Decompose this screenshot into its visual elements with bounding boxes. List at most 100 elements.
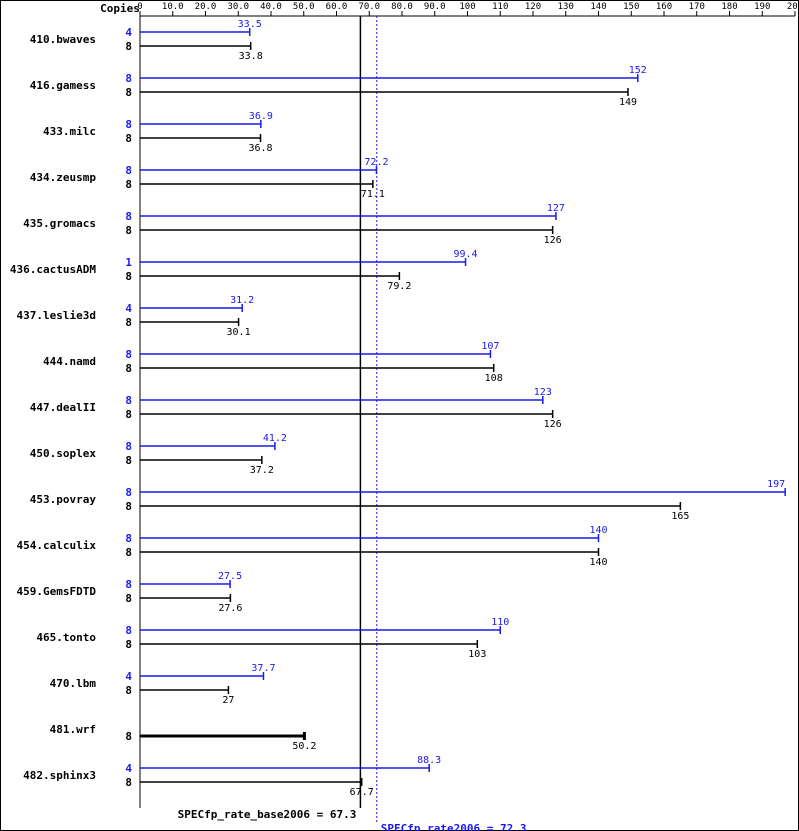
base-copies: 8	[125, 454, 132, 467]
peak-copies: 8	[125, 348, 132, 361]
peak-copies: 4	[125, 670, 132, 683]
base-copies: 8	[125, 592, 132, 605]
benchmark-name: 450.soplex	[30, 447, 97, 460]
base-copies: 8	[125, 362, 132, 375]
base-value: 140	[589, 557, 607, 568]
base-copies: 8	[125, 546, 132, 559]
base-value: 165	[671, 511, 689, 522]
benchmark-name: 447.dealII	[30, 401, 96, 414]
base-value: 126	[544, 419, 562, 430]
xtick-label: 20.0	[195, 2, 217, 12]
base-value: 30.1	[227, 327, 251, 338]
xtick-label: 150	[623, 2, 639, 12]
base-value: 33.8	[239, 51, 263, 62]
peak-value: 27.5	[218, 571, 242, 582]
peak-value: 99.4	[453, 249, 477, 260]
peak-copies: 8	[125, 440, 132, 453]
xtick-label: 190	[754, 2, 770, 12]
peak-value: 152	[629, 65, 647, 76]
xtick-label: 180	[721, 2, 737, 12]
benchmark-name: 444.namd	[43, 355, 96, 368]
benchmark-name: 437.leslie3d	[17, 309, 96, 322]
ref-base-label: SPECfp_rate_base2006 = 67.3	[178, 808, 357, 821]
base-copies: 8	[125, 86, 132, 99]
base-value: 71.1	[361, 189, 385, 200]
xtick-label: 0	[137, 2, 142, 12]
base-value: 126	[544, 235, 562, 246]
base-value: 36.8	[248, 143, 272, 154]
base-copies: 8	[125, 270, 132, 283]
xtick-label: 200	[787, 2, 799, 12]
peak-value: 110	[491, 617, 509, 628]
benchmark-name: 435.gromacs	[23, 217, 96, 230]
xtick-label: 140	[590, 2, 606, 12]
copies-header: Copies	[100, 2, 140, 15]
peak-value: 31.2	[230, 295, 254, 306]
base-copies: 8	[125, 776, 132, 789]
peak-value: 36.9	[249, 111, 273, 122]
xtick-label: 80.0	[391, 2, 413, 12]
base-value: 27	[222, 695, 234, 706]
xtick-label: 50.0	[293, 2, 315, 12]
base-copies: 8	[125, 40, 132, 53]
peak-copies: 8	[125, 624, 132, 637]
peak-value: 41.2	[263, 433, 287, 444]
xtick-label: 120	[525, 2, 541, 12]
xtick-label: 110	[492, 2, 508, 12]
base-value: 37.2	[250, 465, 274, 476]
xtick-label: 130	[558, 2, 574, 12]
base-copies: 8	[125, 684, 132, 697]
peak-value: 123	[534, 387, 552, 398]
base-value: 67.7	[350, 787, 374, 798]
benchmark-name: 482.sphinx3	[23, 769, 96, 782]
base-value: 50.2	[292, 741, 316, 752]
peak-copies: 1	[125, 256, 132, 269]
ref-peak-label: SPECfp_rate2006 = 72.3	[381, 822, 527, 831]
peak-copies: 4	[125, 26, 132, 39]
peak-copies: 8	[125, 72, 132, 85]
base-copies: 8	[125, 224, 132, 237]
base-copies: 8	[125, 316, 132, 329]
base-copies: 8	[125, 638, 132, 651]
xtick-label: 10.0	[162, 2, 184, 12]
base-copies: 8	[125, 132, 132, 145]
base-copies: 8	[125, 730, 132, 743]
base-value: 149	[619, 97, 637, 108]
base-copies: 8	[125, 178, 132, 191]
peak-copies: 8	[125, 532, 132, 545]
peak-value: 88.3	[417, 755, 441, 766]
benchmark-name: 434.zeusmp	[30, 171, 97, 184]
peak-copies: 8	[125, 118, 132, 131]
peak-copies: 8	[125, 394, 132, 407]
base-value: 27.6	[218, 603, 242, 614]
benchmark-name: 481.wrf	[50, 723, 96, 736]
peak-value: 140	[589, 525, 607, 536]
benchmark-name: 453.povray	[30, 493, 97, 506]
peak-copies: 8	[125, 210, 132, 223]
xtick-label: 100	[459, 2, 475, 12]
base-value: 108	[485, 373, 503, 384]
peak-value: 37.7	[251, 663, 275, 674]
peak-copies: 8	[125, 486, 132, 499]
benchmark-name: 459.GemsFDTD	[17, 585, 97, 598]
base-copies: 8	[125, 500, 132, 513]
benchmark-name: 416.gamess	[30, 79, 96, 92]
peak-copies: 4	[125, 762, 132, 775]
benchmark-name: 465.tonto	[36, 631, 96, 644]
benchmark-name: 436.cactusADM	[10, 263, 96, 276]
xtick-label: 30.0	[227, 2, 249, 12]
xtick-label: 60.0	[326, 2, 348, 12]
base-value: 103	[468, 649, 486, 660]
benchmark-name: 454.calculix	[17, 539, 97, 552]
spec-benchmark-chart: Copies010.020.030.040.050.060.070.080.09…	[0, 0, 799, 831]
base-value: 79.2	[387, 281, 411, 292]
benchmark-name: 433.milc	[43, 125, 96, 138]
xtick-label: 70.0	[358, 2, 380, 12]
xtick-label: 90.0	[424, 2, 446, 12]
peak-copies: 4	[125, 302, 132, 315]
peak-value: 197	[767, 479, 785, 490]
peak-value: 33.5	[238, 19, 262, 30]
benchmark-name: 470.lbm	[50, 677, 97, 690]
peak-copies: 8	[125, 578, 132, 591]
xtick-label: 170	[689, 2, 705, 12]
